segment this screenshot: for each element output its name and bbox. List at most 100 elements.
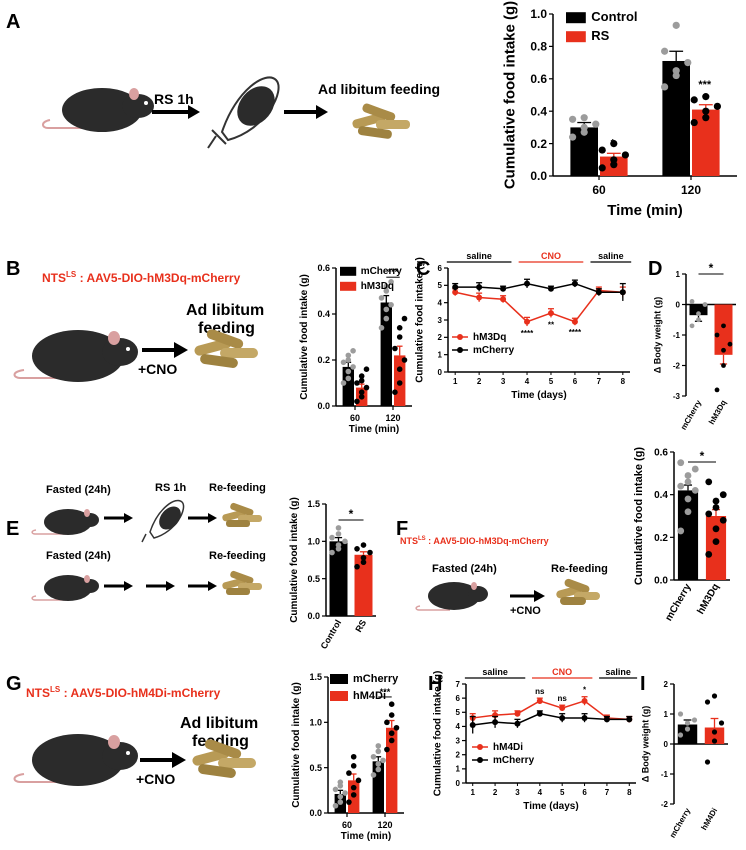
chart-f-data-point xyxy=(705,478,713,486)
chart-a-x-tick-label: 60 xyxy=(592,183,606,197)
panel-b-schematic: NTSLS : AAV5-DIO-hM3Dq-mCherry Ad libitu… xyxy=(13,270,264,382)
chart-a-data-point xyxy=(610,140,618,148)
arrow-head-icon xyxy=(174,342,188,358)
chart-h-x-tick-label: 7 xyxy=(605,788,610,797)
chart-i-y-axis-label: Δ Body weight (g) xyxy=(640,706,650,782)
chart-a-data-point xyxy=(610,156,618,164)
arrow-head-icon xyxy=(534,590,545,602)
chart-b-data-point xyxy=(345,368,352,375)
restraint-bag-icon xyxy=(141,499,185,543)
chart-g-data-point xyxy=(380,757,386,764)
chart-c-data-point xyxy=(547,310,554,317)
chart-d-data-point xyxy=(689,299,695,304)
chart-g-x-tick-label: 120 xyxy=(377,820,392,830)
chart-h-x-tick-label: 1 xyxy=(470,788,475,797)
chart-g-data-point xyxy=(332,802,339,809)
chart-e-data-point xyxy=(335,531,342,537)
chart-g: 0.0 0.5 1.0 1.5 Cumulative food intake (g) 60… xyxy=(291,672,404,842)
chart-i-data-point xyxy=(704,699,711,705)
chart-a-y-tick-label: 0.0 xyxy=(530,169,547,183)
chart-b-data-point xyxy=(383,306,390,313)
chart-h-x-tick-label: 3 xyxy=(515,788,520,797)
chart-c-x-tick-label: 4 xyxy=(525,377,530,386)
chart-f-data-point xyxy=(677,482,685,490)
chart-g-data-point xyxy=(375,761,382,767)
chart-c-significance: **** xyxy=(569,328,582,337)
chart-c-data-point xyxy=(571,318,578,325)
chart-f-x-tick-label: mCherry xyxy=(664,582,694,623)
chart-g-data-point xyxy=(375,748,382,755)
panel-letter-e: E xyxy=(6,518,19,540)
chart-f-x-tick-label: hM3Dq xyxy=(695,582,721,616)
chart-b-data-point xyxy=(396,366,403,373)
chart-d-x-tick-label: mCherry xyxy=(679,398,704,431)
chart-i-data-point xyxy=(704,759,711,765)
chart-h-y-tick-label: 2 xyxy=(456,751,461,760)
chart-f-data-point xyxy=(677,527,685,535)
chart-c-y-tick-label: 5 xyxy=(438,281,443,290)
chart-i-data-point xyxy=(677,732,684,738)
chart-b-data-point xyxy=(401,357,408,363)
chart-b-data-point xyxy=(358,389,365,396)
refeeding-label-2: Re-feeding xyxy=(209,550,266,562)
chart-c-data-point xyxy=(476,284,483,291)
rs-step-label: RS 1h xyxy=(154,91,194,107)
chart-a-data-point xyxy=(672,67,680,75)
chart-d-x-tick-label: hM3Dq xyxy=(707,398,728,426)
construct-title-b: NTSLS : AAV5-DIO-hM3Dq-mCherry xyxy=(42,270,241,285)
chart-i-bar xyxy=(677,724,698,744)
chart-e-data-point xyxy=(367,549,373,556)
chart-h-data-point xyxy=(559,705,566,712)
chart-e-y-axis-label: Cumulative food intake (g) xyxy=(289,497,300,623)
chart-b-data-point xyxy=(340,380,347,386)
chart-d: -3 -2 -1 0 1 Δ Body weight (g) mCherry hM3Dq * xyxy=(652,261,736,431)
chart-e-y-tick-label: 1.0 xyxy=(307,536,320,546)
chart-g-data-point xyxy=(350,792,357,798)
chart-g-data-point xyxy=(393,724,400,731)
chart-g-x-axis-label: Time (min) xyxy=(341,831,391,842)
chart-b-data-point xyxy=(378,325,385,331)
chart-i-y-tick-label: 2 xyxy=(664,680,669,689)
chart-e-bar xyxy=(354,554,373,616)
panel-letter-f: F xyxy=(396,518,408,540)
chart-c-x-tick-label: 2 xyxy=(477,377,482,386)
chart-b-bar xyxy=(380,302,392,406)
chart-d-data-point xyxy=(714,387,720,393)
chart-e-bar xyxy=(329,541,348,616)
chart-a-bar xyxy=(662,60,690,177)
chart-d-data-point xyxy=(721,363,726,368)
chart-a-legend-label: Control xyxy=(591,9,637,24)
arrow-head-icon xyxy=(166,581,175,591)
chart-e-y-tick-label: 0.5 xyxy=(307,574,320,584)
chart-i-y-tick-label: -2 xyxy=(661,800,669,809)
chart-b-data-point xyxy=(350,364,356,370)
chart-f-y-tick-label: 0.6 xyxy=(654,448,668,459)
chart-c-data-point xyxy=(452,284,459,291)
chart-c-data-point xyxy=(619,289,626,296)
chart-f-data-point xyxy=(684,495,692,503)
chart-g-data-point xyxy=(337,793,344,800)
construct-title-f: NTSLS : AAV5-DIO-hM3Dq-mCherry xyxy=(400,536,549,546)
chart-e-x-tick-label: RS xyxy=(353,618,368,634)
chart-d-significance: * xyxy=(709,261,714,275)
chart-d-data-point xyxy=(696,317,701,323)
chart-e-significance: * xyxy=(349,507,354,521)
chart-e-data-point xyxy=(354,546,360,552)
chart-h-data-point xyxy=(603,716,610,723)
chart-h-y-tick-label: 4 xyxy=(456,722,461,731)
chart-e-data-point xyxy=(360,554,367,561)
chart-c-x-tick-label: 3 xyxy=(501,377,506,386)
chart-b-data-point xyxy=(378,295,385,301)
chart-c-data-point xyxy=(476,294,483,301)
chart-a-significance: * xyxy=(611,138,616,150)
chart-f-y-tick-label: 0.0 xyxy=(654,576,668,587)
food-pellets-icon xyxy=(194,329,258,368)
panel-letter-h: H xyxy=(428,673,442,695)
chart-c-series-line xyxy=(455,289,623,323)
chart-a-legend-swatch xyxy=(566,31,586,43)
arrow-head-icon xyxy=(124,513,133,523)
chart-g-data-point xyxy=(342,790,348,796)
chart-b-legend-swatch xyxy=(340,266,357,276)
mouse-icon xyxy=(31,509,99,535)
